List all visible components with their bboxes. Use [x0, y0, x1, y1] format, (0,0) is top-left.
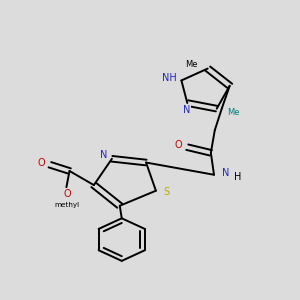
- Text: H: H: [234, 172, 241, 182]
- Text: Me: Me: [227, 108, 239, 117]
- Text: N: N: [100, 150, 107, 160]
- Text: O: O: [38, 158, 45, 167]
- Text: NH: NH: [162, 73, 177, 83]
- Text: S: S: [163, 187, 169, 197]
- Text: Me: Me: [185, 60, 197, 69]
- Text: N: N: [183, 105, 190, 115]
- Text: N: N: [222, 169, 230, 178]
- Text: methyl: methyl: [55, 202, 80, 208]
- Text: O: O: [175, 140, 182, 150]
- Text: O: O: [63, 189, 71, 199]
